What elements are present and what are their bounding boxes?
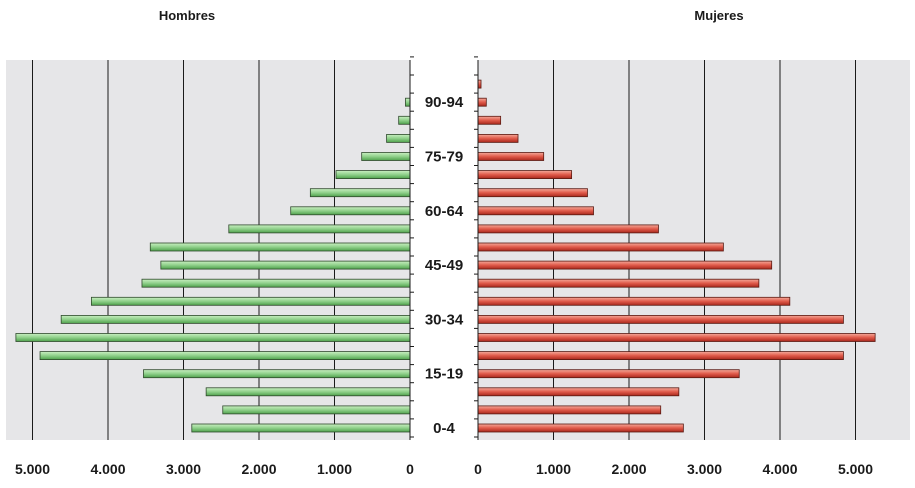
xtick-label-hombres: 4.000 [90, 461, 125, 477]
legend-mujeres: Mujeres [694, 8, 743, 23]
xtick-label-hombres: 2.000 [241, 461, 276, 477]
bar-mujeres-55-59 [477, 224, 659, 234]
age-label-background [418, 200, 470, 221]
bar-mujeres-65-69 [477, 188, 588, 198]
age-label-15-19: 15-19 [425, 366, 463, 383]
bar-mujeres-80-84 [477, 133, 519, 143]
age-labels: 0-4 15-19 30-34 45-49 60-64 75-79 90-94 [418, 92, 470, 438]
xtick-label-hombres: 0 [406, 461, 414, 477]
bars-hombres [15, 97, 411, 433]
xtick-label-hombres: 3.000 [166, 461, 201, 477]
xtick-label-hombres: 1.000 [317, 461, 352, 477]
bar-mujeres-90-94 [477, 97, 487, 107]
bar-hombres-30-34 [60, 314, 411, 324]
bar-hombres-20-24 [39, 351, 411, 361]
bar-mujeres-0-4 [477, 423, 684, 433]
legend-hombres: Hombres [159, 8, 215, 23]
age-label-background [418, 92, 470, 113]
xtick-label-mujeres: 2.000 [611, 461, 646, 477]
bar-mujeres-25-29 [477, 333, 876, 342]
bar-mujeres-45-49 [477, 260, 773, 270]
bar-hombres-55-59 [228, 224, 411, 234]
age-label-background [418, 309, 470, 330]
bar-mujeres-15-19 [477, 369, 740, 379]
xtick-labels-hombres: 5.000 4.000 3.000 2.000 1.000 0 [15, 461, 414, 477]
age-label-45-49: 45-49 [425, 257, 463, 274]
xtick-label-mujeres: 3.000 [687, 461, 722, 477]
bar-hombres-5-9 [222, 405, 411, 415]
bar-mujeres-5-9 [477, 405, 662, 415]
bar-hombres-15-19 [143, 369, 411, 379]
age-label-background [418, 363, 470, 384]
bar-hombres-45-49 [160, 260, 411, 270]
bar-mujeres-20-24 [477, 351, 844, 361]
bar-mujeres-75-79 [477, 152, 545, 161]
bar-hombres-40-44 [141, 278, 411, 288]
age-label-background [418, 146, 470, 167]
xtick-label-mujeres: 5.000 [838, 461, 873, 477]
bar-mujeres-35-39 [477, 296, 791, 306]
bar-hombres-10-14 [205, 387, 411, 397]
bar-mujeres-70-74 [477, 170, 573, 180]
bar-hombres-25-29 [15, 333, 411, 342]
bars-mujeres [477, 79, 876, 433]
bar-mujeres-40-44 [477, 278, 760, 288]
xtick-label-mujeres: 4.000 [762, 461, 797, 477]
bar-hombres-60-64 [290, 206, 411, 216]
age-label-background [418, 255, 470, 276]
xtick-label-hombres: 5.000 [15, 461, 50, 477]
bar-hombres-0-4 [191, 423, 411, 433]
bar-hombres-90-94 [405, 97, 411, 107]
bar-mujeres-60-64 [477, 206, 594, 216]
age-label-60-64: 60-64 [425, 203, 464, 220]
bar-hombres-70-74 [335, 170, 411, 180]
bar-hombres-35-39 [90, 296, 411, 306]
xtick-label-mujeres: 1.000 [536, 461, 571, 477]
bar-mujeres-85-89 [477, 115, 502, 125]
age-label-0-4: 0-4 [433, 420, 455, 437]
age-label-background [418, 418, 470, 438]
bar-mujeres-30-34 [477, 314, 844, 324]
age-label-90-94: 90-94 [425, 94, 464, 111]
age-label-30-34: 30-34 [425, 311, 464, 328]
bar-hombres-80-84 [386, 133, 411, 143]
xtick-label-mujeres: 0 [474, 461, 482, 477]
xtick-labels-mujeres: 5.000 4.000 3.000 2.000 1.000 0 [474, 461, 873, 477]
bar-hombres-50-54 [149, 242, 411, 252]
age-label-75-79: 75-79 [425, 149, 463, 166]
bar-mujeres-50-54 [477, 242, 724, 252]
bar-hombres-85-89 [398, 115, 411, 125]
age-ticks [410, 56, 478, 438]
bar-hombres-65-69 [309, 188, 411, 198]
bar-mujeres-10-14 [477, 387, 680, 397]
bar-hombres-75-79 [361, 152, 411, 161]
